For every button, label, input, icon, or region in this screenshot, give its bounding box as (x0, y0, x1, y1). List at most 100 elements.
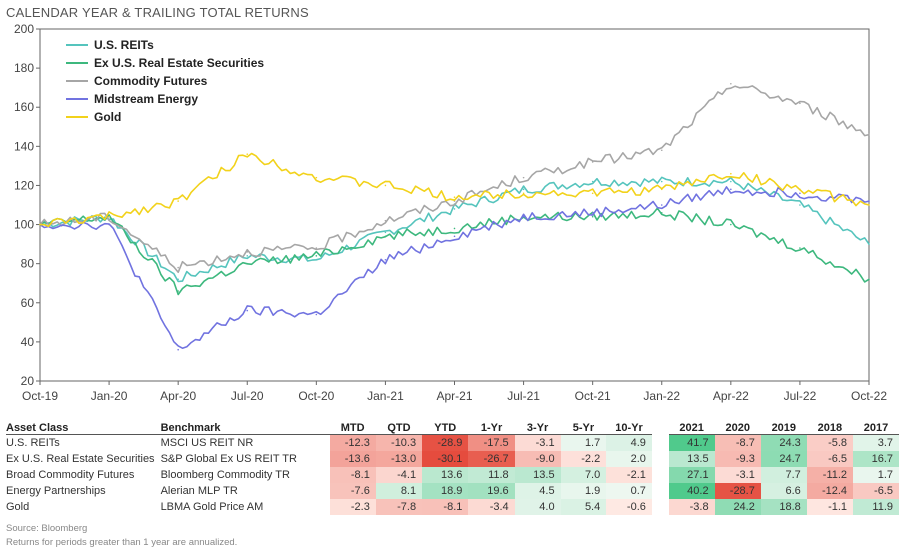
legend-label: Ex U.S. Real Estate Securities (94, 56, 265, 70)
table-row: Gold LBMA Gold Price AM -2.3 -7.8 -8.1 -3.4 4.… (6, 499, 899, 515)
legend-label: Midstream Energy (94, 92, 199, 106)
column-header: 5-Yr (560, 421, 607, 435)
return-cell: -3.1 (714, 467, 761, 483)
y-tick-label: 60 (21, 296, 35, 310)
legend-swatch (66, 62, 88, 64)
return-cell: -3.4 (468, 499, 515, 515)
return-cell: -12.3 (329, 434, 376, 451)
return-cell: -30.1 (422, 451, 469, 467)
return-cell: -11.2 (806, 467, 854, 483)
series-point (246, 255, 249, 257)
table-gap (652, 499, 669, 515)
series-point (315, 313, 318, 316)
series-point (868, 133, 870, 136)
series-point (730, 223, 732, 226)
column-header: MTD (329, 421, 376, 435)
x-tick-label: Oct-20 (298, 389, 334, 403)
y-tick-label: 100 (14, 218, 34, 232)
series-point (108, 215, 110, 218)
series-point (730, 82, 732, 85)
benchmark-cell: Alerian MLP TR (160, 485, 238, 497)
series-point (660, 149, 663, 152)
return-cell: -6.5 (806, 451, 854, 467)
return-cell: 16.7 (853, 451, 899, 467)
return-cell: -8.1 (329, 467, 376, 483)
y-tick-label: 120 (14, 178, 34, 192)
series-point (177, 200, 179, 202)
column-header: YTD (422, 421, 469, 435)
series-point (660, 204, 663, 206)
asset-class-cell: Gold (6, 501, 30, 513)
return-cell: 13.6 (422, 467, 469, 483)
return-cell: 2.0 (606, 451, 652, 467)
return-cell: -4.1 (375, 467, 423, 483)
table-row: Broad Commodity Futures Bloomberg Commodi… (6, 467, 899, 483)
column-header: 2020 (714, 421, 761, 435)
return-cell: 7.0 (560, 467, 607, 483)
series-point (591, 192, 594, 195)
series-point (522, 215, 525, 218)
return-cell: -10.3 (375, 434, 423, 451)
asset-class-cell: Broad Commodity Futures (6, 469, 135, 481)
column-header: Benchmark (160, 421, 330, 435)
y-tick-label: 160 (14, 100, 34, 114)
return-cell: 24.7 (760, 451, 807, 467)
return-cell: 3.7 (853, 434, 899, 451)
series-point (730, 172, 732, 175)
return-cell: -7.6 (329, 483, 376, 499)
return-cell: -1.1 (806, 499, 854, 515)
series-point (384, 231, 387, 234)
return-cell: 6.6 (760, 483, 807, 499)
column-header: 2019 (760, 421, 807, 435)
series-point (315, 247, 318, 249)
return-cell: 24.2 (714, 499, 761, 515)
return-cell: 41.7 (668, 434, 715, 451)
legend: U.S. REITs Ex U.S. Real Estate Securities… (66, 36, 264, 126)
return-cell: -13.0 (375, 451, 423, 467)
return-cell: -13.6 (329, 451, 376, 467)
benchmark-cell: MSCI US REIT NR (160, 437, 254, 449)
series-point (522, 176, 525, 179)
legend-item: Midstream Energy (66, 90, 264, 108)
return-cell: 40.2 (668, 483, 715, 499)
x-tick-label: Apr-22 (713, 389, 749, 403)
series-point (868, 200, 870, 202)
return-cell: -9.0 (514, 451, 561, 467)
return-cell: 7.7 (760, 467, 807, 483)
series-point (246, 153, 249, 155)
benchmark-cell: Bloomberg Commodity TR (160, 469, 290, 481)
return-cell: -2.1 (606, 467, 652, 483)
x-tick-label: Oct-19 (22, 389, 58, 403)
series-point (730, 180, 732, 183)
x-tick-label: Oct-22 (851, 389, 887, 403)
series-point (453, 227, 456, 230)
annualized-note: Returns for periods greater than 1 year … (6, 537, 238, 548)
legend-item: Commodity Futures (66, 72, 264, 90)
series-point (315, 255, 318, 257)
series-point (660, 188, 663, 191)
table-gap (652, 467, 669, 483)
series-point (868, 204, 870, 206)
series-point (522, 188, 525, 191)
series-point (799, 247, 801, 249)
series-point (522, 192, 525, 195)
series-point (660, 180, 663, 183)
return-cell: -8.7 (714, 434, 761, 451)
x-tick-label: Jan-21 (367, 389, 404, 403)
benchmark-cell: LBMA Gold Price AM (160, 501, 264, 513)
return-cell: 18.8 (760, 499, 807, 515)
series-point (315, 258, 318, 261)
series-point (246, 251, 249, 253)
series-point (246, 262, 249, 265)
asset-class-cell: Ex U.S. Real Estate Securities (6, 453, 155, 465)
series-point (384, 219, 387, 222)
column-header: 2018 (806, 421, 854, 435)
table-gap (652, 435, 669, 452)
series-point (108, 223, 110, 226)
return-cell: 11.8 (468, 467, 515, 483)
series-point (246, 309, 249, 312)
return-cell: 4.0 (514, 499, 561, 515)
y-tick-label: 80 (21, 257, 35, 271)
series-line (39, 85, 870, 274)
return-cell: 24.3 (760, 434, 807, 451)
